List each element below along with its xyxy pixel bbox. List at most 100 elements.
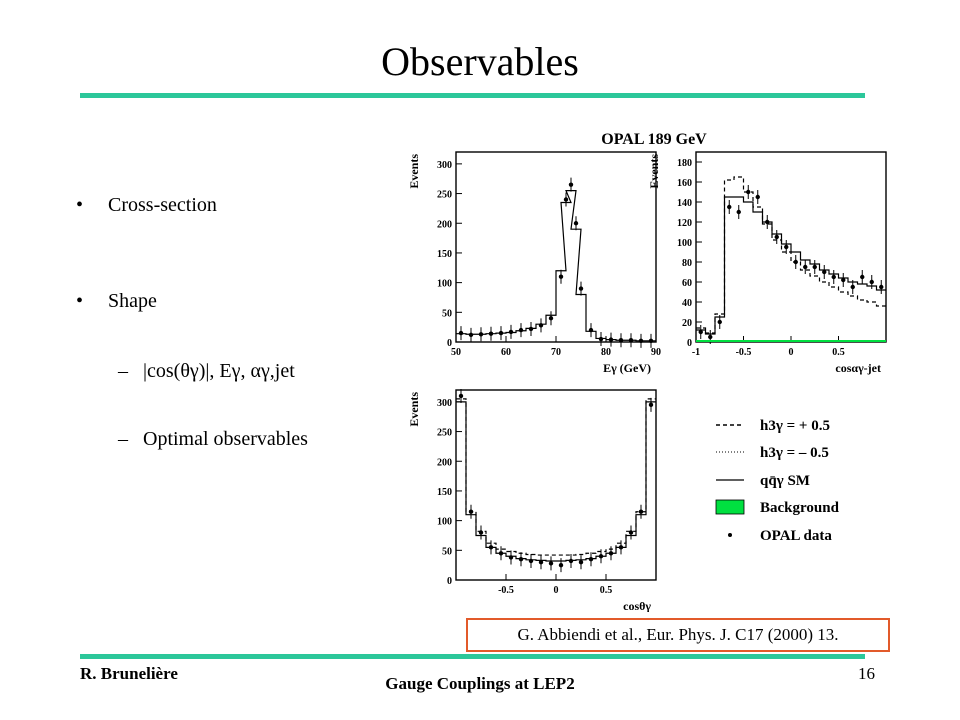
background-bar <box>838 340 848 342</box>
x-tick-label: 70 <box>551 347 561 358</box>
background-bar <box>791 340 801 342</box>
legend-label: qq̄γ SM <box>760 473 810 489</box>
data-point <box>578 559 584 565</box>
data-point <box>774 234 779 240</box>
y-tick-label: 20 <box>682 318 692 329</box>
y-tick-label: 150 <box>437 249 452 260</box>
data-point <box>879 284 884 290</box>
background-bar <box>829 340 839 342</box>
data-point <box>860 274 865 280</box>
x-tick-label: 90 <box>651 347 661 358</box>
data-point <box>803 264 808 270</box>
data-point <box>573 221 579 226</box>
legend-label: h3γ = – 0.5 <box>760 445 829 461</box>
sub-bullet-optimal: – Optimal observables <box>118 428 308 451</box>
sub-bullet-marker: – <box>118 360 128 382</box>
figure-header: OPAL 189 GeV <box>601 131 707 148</box>
page-number: 16 <box>858 664 875 683</box>
bullet-marker: • <box>76 290 84 312</box>
y-tick-label: 100 <box>437 517 452 528</box>
slide-title: Observables <box>381 39 579 84</box>
x-tick-label: -0.5 <box>736 347 752 358</box>
x-tick-label: 0 <box>554 585 559 596</box>
x-tick-label: 0.5 <box>832 347 845 358</box>
y-tick-label: 50 <box>442 546 452 557</box>
y-tick-label: 140 <box>677 198 692 209</box>
y-tick-label: 0 <box>687 338 692 349</box>
footer-author: R. Brunelière <box>80 664 178 683</box>
data-point <box>548 316 554 321</box>
x-tick-label: 80 <box>601 347 611 358</box>
y-tick-label: 250 <box>437 428 452 439</box>
x-axis-label: cosαγ-jet <box>835 361 881 375</box>
bullet-cross-section: • Cross-section <box>76 194 217 217</box>
x-tick-label: -0.5 <box>498 585 514 596</box>
x-axis-label: Eγ (GeV) <box>603 361 651 375</box>
y-axis-label: Events <box>407 154 421 189</box>
data-point <box>727 204 732 210</box>
bullet-text: Shape <box>108 290 157 312</box>
legend-green-box <box>715 499 745 515</box>
y-tick-label: 200 <box>437 457 452 468</box>
data-point <box>755 194 760 200</box>
background-bar <box>810 340 820 342</box>
y-tick-label: 50 <box>442 308 452 319</box>
histogram-line <box>456 401 656 562</box>
x-tick-label: 0 <box>789 347 794 358</box>
background-bar <box>848 340 858 342</box>
sub-bullet-text: |cos(θγ)|, Eγ, αγ,jet <box>143 360 295 382</box>
x-axis-label: cosθγ <box>623 599 651 612</box>
histogram-line <box>696 176 886 334</box>
data-point <box>708 334 713 340</box>
data-point <box>548 561 554 566</box>
y-tick-label: 0 <box>447 576 452 587</box>
plot-frame <box>455 389 657 581</box>
background-bar <box>743 340 753 342</box>
background-bar <box>819 340 829 342</box>
bullet-shape: • Shape <box>76 290 157 313</box>
background-bar <box>705 340 715 342</box>
histogram-line <box>456 398 656 556</box>
y-tick-label: 160 <box>677 178 692 189</box>
citation-box: G. Abbiendi et al., Eur. Phys. J. C17 (2… <box>466 618 890 652</box>
background-bar <box>800 340 810 342</box>
data-point <box>869 279 874 285</box>
x-tick-label: 50 <box>451 347 461 358</box>
legend-label: OPAL data <box>760 528 832 544</box>
sub-bullet-observables: – |cos(θγ)|, Eγ, αγ,jet <box>118 360 295 383</box>
y-tick-label: 300 <box>437 160 452 171</box>
legend: h3γ = + 0.5 h3γ = – 0.5 qq̄γ SM Backgrou… <box>715 418 840 544</box>
data-point <box>648 402 654 408</box>
y-axis-label: Events <box>647 154 661 189</box>
sub-bullet-text: Optimal observables <box>143 428 308 450</box>
data-point <box>841 277 846 283</box>
data-point <box>746 189 751 195</box>
background-bar <box>734 340 744 342</box>
data-point <box>568 182 574 187</box>
x-tick-label: 0.5 <box>600 585 613 596</box>
footer-title: Gauge Couplings at LEP2 <box>385 674 575 693</box>
y-tick-label: 180 <box>677 158 692 169</box>
bullet-text: Cross-section <box>108 194 217 216</box>
data-point <box>558 562 564 568</box>
y-tick-label: 100 <box>437 279 452 290</box>
title-underline <box>80 93 865 98</box>
data-point <box>717 319 722 325</box>
y-tick-label: 40 <box>682 298 692 309</box>
y-tick-label: 150 <box>437 487 452 498</box>
background-bar <box>715 340 725 342</box>
background-bar <box>762 340 772 342</box>
y-tick-label: 250 <box>437 190 452 201</box>
legend-label: Background <box>760 500 840 516</box>
background-bar <box>772 340 782 342</box>
background-bar <box>696 340 706 342</box>
y-tick-label: 60 <box>682 278 692 289</box>
x-tick-label: -1 <box>692 347 700 358</box>
data-point <box>850 284 855 290</box>
background-bar <box>857 340 867 342</box>
background-bar <box>781 340 791 342</box>
data-point <box>698 329 703 335</box>
plot-panel-2: 0 20 40 60 80 100 120 140 160 180 -1 -0.5 0 0.5 cosαγ-… <box>647 151 887 375</box>
legend-dot <box>728 533 732 537</box>
